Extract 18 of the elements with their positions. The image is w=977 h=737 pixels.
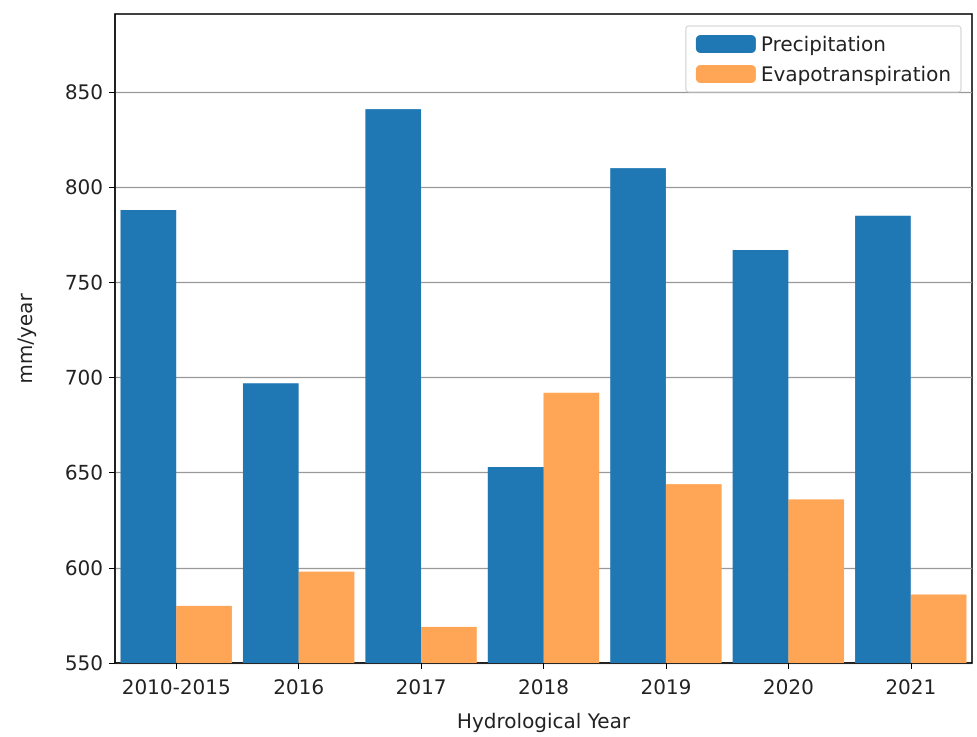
x-tick-label: 2017 bbox=[396, 675, 447, 699]
y-tick-label: 600 bbox=[64, 556, 103, 580]
x-tick-label: 2020 bbox=[762, 675, 814, 699]
x-axis-title: Hydrological Year bbox=[456, 709, 631, 733]
x-tick-label: 2010-2015 bbox=[122, 675, 231, 699]
legend-label: Precipitation bbox=[760, 32, 886, 56]
y-tick-label: 550 bbox=[64, 651, 103, 675]
x-tick-label: 2019 bbox=[640, 675, 692, 699]
x-tick-label: 2021 bbox=[885, 675, 936, 699]
y-axis-title: mm/year bbox=[13, 292, 37, 384]
y-tick-label: 850 bbox=[64, 80, 103, 104]
x-tick-label: 2018 bbox=[518, 675, 569, 699]
y-tick-label: 800 bbox=[64, 175, 103, 200]
y-tick-label: 750 bbox=[64, 270, 103, 294]
y-tick-label: 700 bbox=[64, 366, 103, 390]
y-tick-label: 650 bbox=[64, 460, 103, 485]
x-tick-label: 2016 bbox=[273, 675, 324, 699]
legend-label: Evapotranspiration bbox=[760, 62, 952, 86]
